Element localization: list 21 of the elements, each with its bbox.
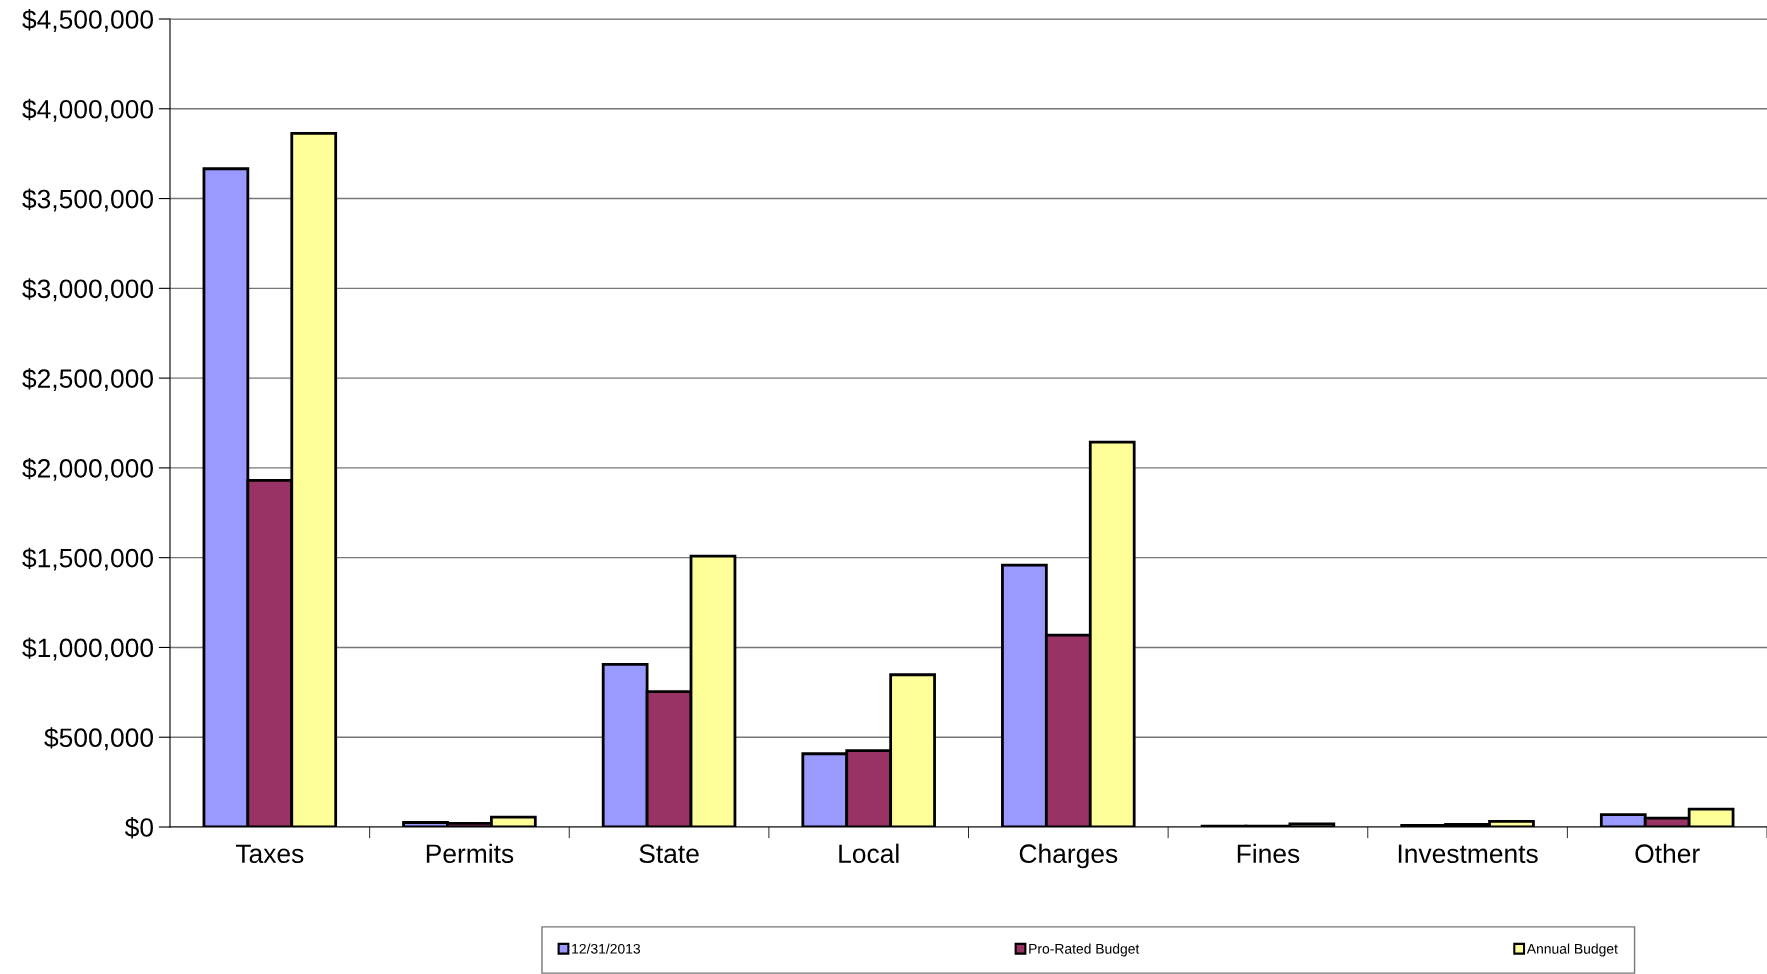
legend-label: Annual Budget: [1526, 943, 1618, 957]
y-tick-label: $0: [124, 817, 153, 839]
y-tick-label: $3,000,000: [22, 278, 154, 302]
y-tick-label: $500,000: [44, 727, 154, 751]
x-tick-label: Fines: [1237, 843, 1300, 864]
x-tick-label: Permits: [426, 843, 514, 864]
x-tick-label: State: [639, 844, 699, 864]
y-tick-label: $2,500,000: [22, 368, 154, 392]
y-tick-label: $4,500,000: [22, 9, 154, 32]
y-tick-label: $2,000,000: [22, 457, 154, 481]
x-tick-label: Taxes: [235, 844, 304, 864]
x-tick-label: Charges: [1019, 843, 1118, 869]
y-tick-label: $3,500,000: [22, 188, 154, 212]
y-tick-label: $1,500,000: [22, 547, 154, 571]
legend-label: Pro-Rated Budget: [1029, 943, 1140, 957]
y-tick-label: $4,000,000: [22, 98, 154, 122]
y-tick-label: $1,000,000: [22, 637, 154, 661]
x-tick-label: Other: [1635, 843, 1700, 864]
legend-label: 12/31/2013: [572, 943, 641, 954]
x-tick-label: Local: [839, 843, 899, 864]
x-tick-label: Investments: [1398, 844, 1538, 864]
